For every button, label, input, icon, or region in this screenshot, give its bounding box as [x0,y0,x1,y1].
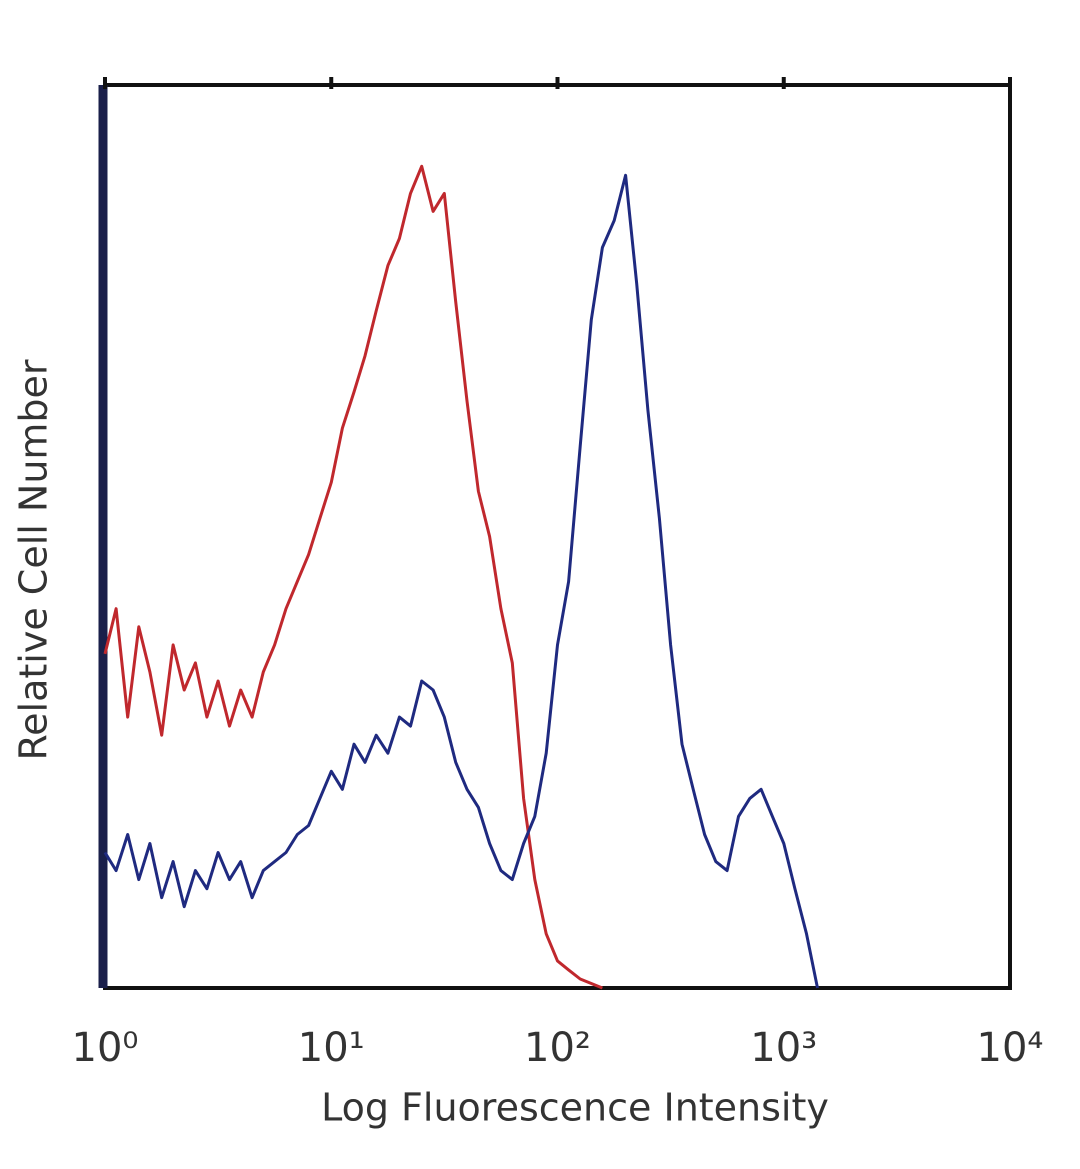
y-axis-title: Relative Cell Number [12,359,56,760]
plot-frame [103,83,1012,990]
x-axis-title: Log Fluorescence Intensity [321,1086,829,1130]
histogram-line [103,173,819,989]
x-tick-label: 10¹ [298,1025,365,1071]
x-tick-label: 10³ [750,1025,817,1071]
x-tick-label: 10⁴ [977,1025,1044,1071]
x-tick-label: 10² [524,1025,591,1071]
x-tick-label: 10⁰ [72,1025,139,1071]
histogram-line [103,164,603,990]
